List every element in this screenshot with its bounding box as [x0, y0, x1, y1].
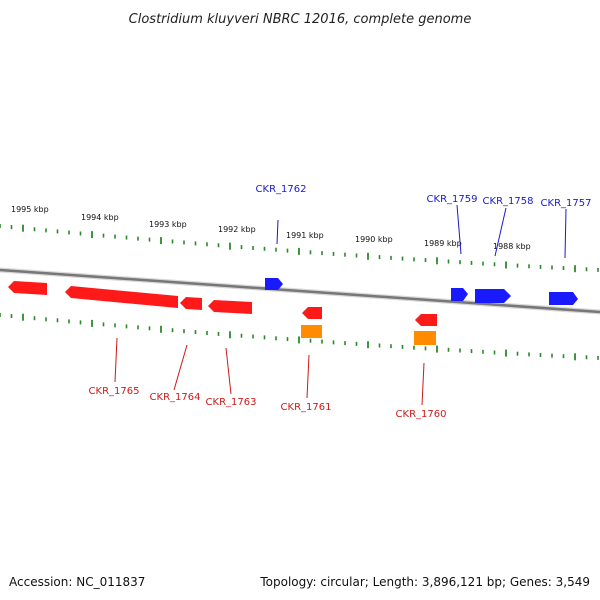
gene-label-leader — [456, 204, 462, 255]
inner-scale-ticks — [0, 313, 599, 361]
scale-label-1994: 1994 kbp — [81, 213, 119, 222]
scale-label-1993: 1993 kbp — [149, 220, 187, 229]
gene-ckr-1758[interactable]: CKR_1758 — [475, 196, 533, 303]
gene-label-ckr-1757: CKR_1757 — [541, 198, 592, 209]
scale-label-1990: 1990 kbp — [355, 235, 393, 244]
gene-label-ckr-1765: CKR_1765 — [89, 386, 140, 397]
scale-label-1995: 1995 kbp — [11, 205, 49, 214]
rna-feature[interactable] — [414, 331, 436, 345]
gene-ckr-1765[interactable]: CKR_1765 — [8, 281, 139, 397]
gene-label-leader — [225, 347, 232, 395]
gene-ckr-1761[interactable]: CKR_1761 — [281, 307, 332, 413]
gene-label-leader — [421, 362, 425, 406]
gene-label-leader — [306, 354, 310, 399]
gene-label-ckr-1759: CKR_1759 — [427, 194, 478, 205]
gene-ckr-1759[interactable]: CKR_1759 — [427, 194, 478, 301]
outer-scale-ticks — [0, 224, 599, 273]
gene-label-ckr-1763: CKR_1763 — [206, 397, 257, 408]
gene-ckr-1764[interactable]: CKR_1764 — [150, 297, 202, 403]
gene-label-leader — [114, 337, 118, 383]
gene-ckr-1757[interactable]: CKR_1757 — [541, 198, 592, 305]
gene-label-ckr-1758: CKR_1758 — [483, 196, 534, 207]
genome-backbone-line — [0, 268, 600, 314]
scale-label-1988: 1988 kbp — [493, 242, 531, 251]
gene-label-leader — [173, 344, 188, 391]
accession-text: Accession: NC_011837 — [9, 575, 145, 589]
gene-label-ckr-1761: CKR_1761 — [281, 402, 332, 413]
scale-label-1991: 1991 kbp — [286, 231, 324, 240]
gene-label-ckr-1762: CKR_1762 — [256, 184, 307, 195]
scale-label-1989: 1989 kbp — [424, 239, 462, 248]
gene-ckr-1765-body[interactable] — [65, 286, 178, 308]
gene-ckr-1763[interactable]: CKR_1763 — [206, 300, 257, 408]
gene-label-leader — [276, 219, 279, 245]
gene-ckr-1760[interactable]: CKR_1760 — [396, 314, 447, 420]
map-title: Clostridium kluyveri NBRC 12016, complet… — [129, 12, 472, 27]
genome-summary-text: Topology: circular; Length: 3,896,121 bp… — [259, 575, 590, 589]
gene-ckr-1762[interactable]: CKR_1762 — [256, 184, 307, 290]
rna-feature[interactable] — [301, 325, 322, 338]
gene-label-ckr-1764: CKR_1764 — [150, 392, 201, 403]
gene-label-leader — [494, 207, 507, 257]
scale-label-1992: 1992 kbp — [218, 225, 256, 234]
gene-label-leader — [564, 208, 567, 259]
gene-label-ckr-1760: CKR_1760 — [396, 409, 447, 420]
